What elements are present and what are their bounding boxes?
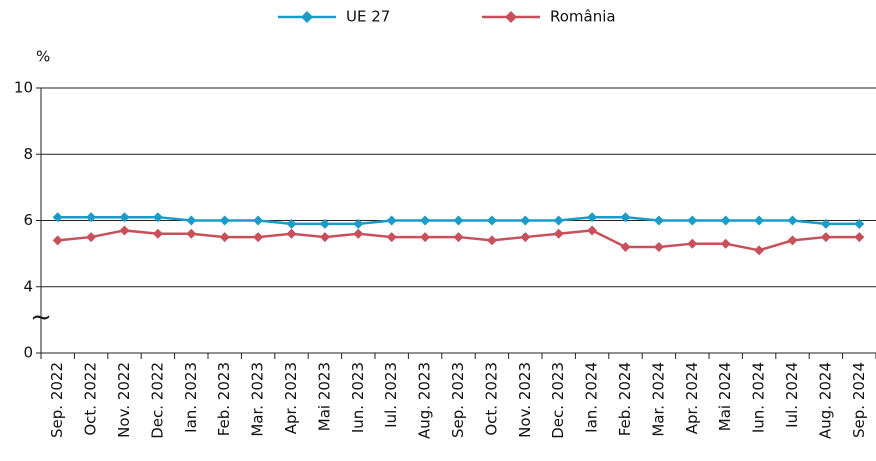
x-tick-label: Apr. 2023 (282, 362, 300, 434)
data-point (787, 235, 798, 246)
data-point (86, 212, 97, 223)
x-tick-label: Ian. 2024 (583, 362, 601, 433)
data-point (453, 215, 464, 226)
data-point (420, 215, 431, 226)
data-point (687, 215, 698, 226)
data-point (620, 242, 631, 252)
data-point (186, 228, 197, 239)
data-point (687, 238, 698, 249)
data-point (787, 215, 798, 226)
data-point (152, 228, 163, 239)
data-point (186, 215, 197, 226)
data-point (854, 232, 865, 243)
x-tick-label: Sep. 2024 (850, 362, 868, 438)
data-point (520, 215, 531, 226)
x-tick-label: Mar. 2023 (249, 362, 267, 437)
data-point (219, 215, 230, 226)
data-point (353, 218, 364, 229)
x-tick-label: Dec. 2022 (148, 362, 166, 439)
data-point (319, 232, 330, 243)
x-tick-label: Nov. 2022 (115, 362, 133, 438)
x-tick-label: Ian. 2023 (182, 362, 200, 433)
y-tick-label: 6 (23, 211, 33, 229)
x-tick-label: Aug. 2023 (416, 362, 434, 439)
data-point (119, 212, 130, 223)
x-tick-label: Sep. 2022 (48, 362, 66, 438)
data-point (653, 215, 664, 226)
data-point (820, 218, 831, 229)
data-point (486, 215, 497, 226)
y-tick-label: 8 (23, 145, 33, 163)
data-point (386, 232, 397, 243)
data-point (286, 218, 297, 229)
data-point (553, 228, 564, 239)
x-tick-label: Apr. 2024 (683, 362, 701, 434)
legend-marker (505, 11, 517, 23)
data-point (119, 225, 130, 236)
x-tick-label: Nov. 2023 (516, 362, 534, 438)
data-point (587, 212, 598, 223)
data-point (219, 232, 230, 243)
data-point (520, 232, 531, 243)
data-point (720, 238, 731, 249)
data-point (486, 235, 497, 246)
data-point (587, 225, 598, 236)
x-tick-label: Feb. 2023 (215, 362, 233, 436)
data-point (386, 215, 397, 226)
x-tick-label: Iul. 2024 (783, 362, 801, 428)
data-point (319, 218, 330, 229)
x-tick-label: Oct. 2022 (82, 362, 100, 436)
data-point (553, 215, 564, 226)
data-point (754, 245, 765, 256)
data-point (353, 228, 364, 239)
data-point (854, 218, 865, 229)
data-point (52, 212, 63, 223)
data-point (653, 242, 664, 252)
y-tick-label: 0 (23, 344, 33, 362)
legend-label: România (550, 8, 616, 26)
data-point (152, 212, 163, 223)
data-point (754, 215, 765, 226)
x-tick-label: Iun. 2024 (750, 362, 768, 433)
legend-marker (301, 11, 313, 23)
x-tick-label: Mar. 2024 (649, 362, 667, 437)
data-point (620, 212, 631, 223)
x-tick-label: Aug. 2024 (816, 362, 834, 439)
data-point (420, 232, 431, 243)
x-tick-label: Mai 2023 (315, 362, 333, 431)
data-point (286, 228, 297, 239)
x-tick-label: Oct. 2023 (482, 362, 500, 436)
data-point (453, 232, 464, 243)
data-point (720, 215, 731, 226)
x-tick-label: Sep. 2023 (449, 362, 467, 438)
data-point (253, 215, 264, 226)
x-tick-label: Iul. 2023 (382, 362, 400, 428)
x-tick-label: Mai 2024 (716, 362, 734, 431)
x-tick-label: Feb. 2024 (616, 362, 634, 436)
data-point (86, 232, 97, 243)
data-point (820, 232, 831, 243)
y-tick-label: 4 (23, 277, 33, 295)
y-axis-label: % (36, 48, 50, 66)
data-point (253, 232, 264, 243)
x-tick-label: Dec. 2023 (549, 362, 567, 439)
y-tick-label: 10 (14, 79, 33, 97)
legend-label: UE 27 (346, 8, 390, 26)
x-tick-label: Iun. 2023 (349, 362, 367, 433)
data-point (52, 235, 63, 246)
